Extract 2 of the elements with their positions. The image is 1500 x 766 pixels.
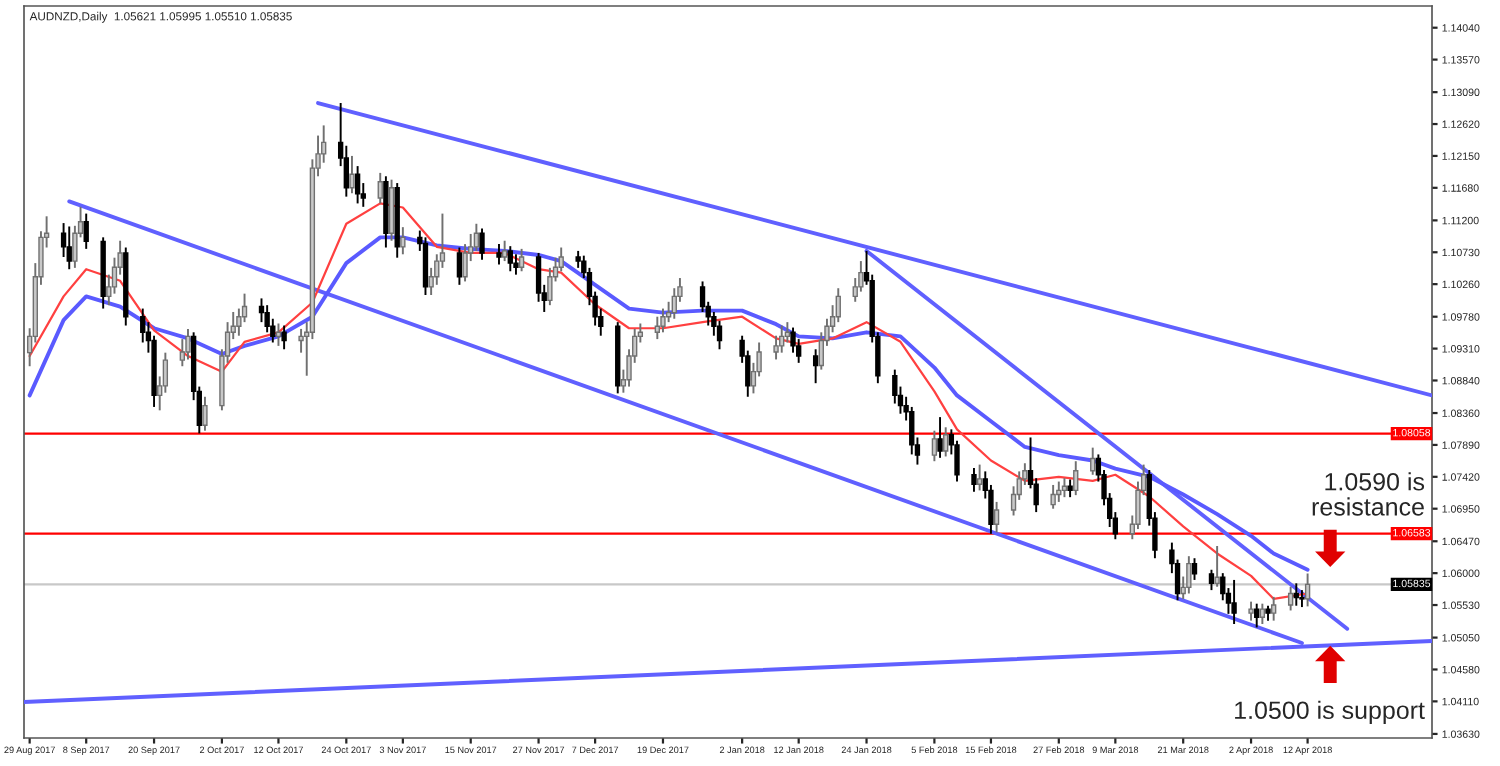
annotation: 1.0590 is resistance <box>1312 472 1425 516</box>
annotation: 1.0500 is support <box>1235 700 1425 725</box>
